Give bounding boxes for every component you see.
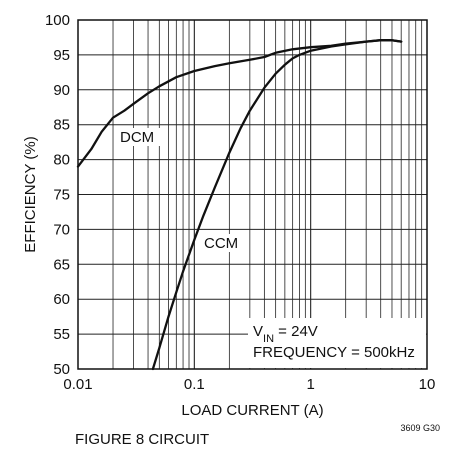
y-tick-label: 50	[53, 361, 70, 378]
ccm-label-background	[201, 234, 246, 252]
y-tick-label: 65	[53, 256, 70, 273]
y-tick-label: 85	[53, 117, 70, 134]
conditions-box	[248, 318, 426, 368]
y-tick-label: 80	[53, 152, 70, 169]
series-line-dcm	[76, 39, 403, 168]
vin-value: = 24V	[274, 323, 318, 340]
x-tick-label: 1	[306, 376, 314, 393]
y-tick-label: 75	[53, 187, 70, 204]
y-tick-label: 60	[53, 291, 70, 308]
figure-code: 3609 G30	[400, 423, 440, 433]
x-tick-label: 10	[419, 376, 436, 393]
frequency-condition: FREQUENCY = 500kHz	[253, 344, 415, 361]
vin-subscript: IN	[263, 333, 274, 345]
x-tick-label: 0.1	[184, 376, 205, 393]
x-tick-labels: 0.01 0.1 1 10	[63, 376, 435, 393]
vin-condition: VIN = 24V	[253, 323, 318, 345]
grid	[78, 20, 427, 369]
series-label-ccm: CCM	[204, 235, 238, 252]
y-tick-label: 95	[53, 47, 70, 64]
series-line-ccm	[151, 39, 403, 371]
y-tick-label: 55	[53, 326, 70, 343]
vin-prefix: V	[253, 323, 263, 340]
figure-label: FIGURE 8 CIRCUIT	[75, 431, 209, 448]
y-tick-label: 90	[53, 82, 70, 99]
y-tick-label: 70	[53, 221, 70, 238]
plot-frame	[77, 19, 428, 370]
series-layer	[76, 39, 403, 371]
series-label-dcm: DCM	[120, 129, 154, 146]
y-tick-label: 100	[45, 12, 70, 29]
y-tick-labels: 50 55 60 65 70 75 80 85 90 95 100	[45, 12, 70, 378]
y-axis-title: EFFICIENCY (%)	[22, 136, 39, 252]
dcm-label-background	[117, 128, 164, 146]
x-tick-label: 0.01	[63, 376, 92, 393]
x-axis-title: LOAD CURRENT (A)	[181, 402, 323, 419]
